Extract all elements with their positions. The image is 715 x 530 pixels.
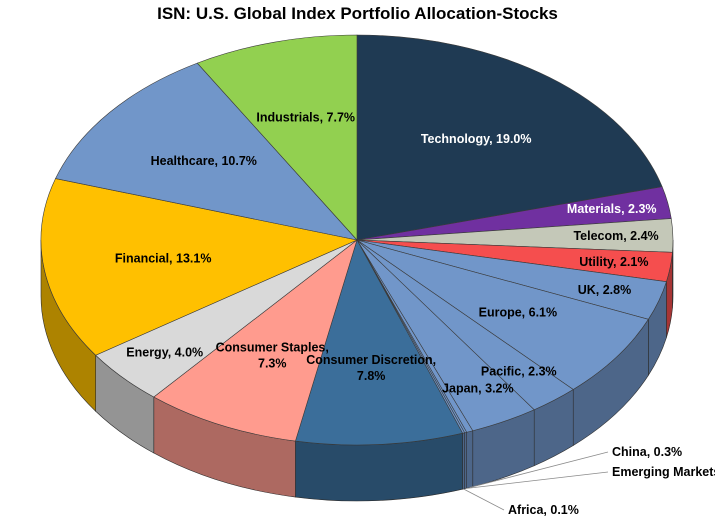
label-technology: Technology, 19.0% [421, 132, 532, 146]
chart-title: ISN: U.S. Global Index Portfolio Allocat… [157, 4, 558, 23]
pie-side-walls [40, 239, 674, 502]
label-uk: UK, 2.8% [578, 283, 632, 297]
slice-healthcare [55, 62, 358, 241]
slice-technology [356, 34, 663, 241]
label-china: China, 0.3% [612, 445, 682, 459]
label-energy: Energy, 4.0% [126, 346, 203, 360]
side-wall-china [466, 430, 474, 489]
leader-line-emerging-markets [465, 471, 609, 489]
label-emerging-markets: Emerging Markets, 0.1% [612, 465, 715, 479]
pie-slices [40, 34, 674, 446]
label-telecom: Telecom, 2.4% [573, 229, 658, 243]
slice-consumer-discretion [295, 239, 464, 446]
label-industrials: Industrials, 7.7% [256, 110, 355, 124]
label-healthcare: Healthcare, 10.7% [151, 154, 257, 168]
label-europe: Europe, 6.1% [479, 306, 558, 320]
leader-line-china [469, 451, 609, 488]
side-wall-africa [462, 432, 465, 490]
slice-industrials [196, 34, 358, 241]
side-wall-emerging-markets [464, 431, 467, 490]
label-japan: Japan, 3.2% [442, 382, 514, 396]
pie-labels: Technology, 19.0% Materials, 2.3% Telecom,… [115, 110, 715, 517]
label-africa: Africa, 0.1% [508, 503, 579, 517]
slice-europe [356, 239, 649, 390]
label-consumer-staples: Consumer Staples, 7.3% [216, 341, 329, 371]
leader-line-africa [463, 488, 505, 511]
label-materials: Materials, 2.3% [567, 202, 657, 216]
label-financial: Financial, 13.1% [115, 252, 212, 266]
slice-consumer-staples [153, 239, 358, 442]
label-consumer-discretion: Consumer Discretion, 7.8% [306, 353, 436, 383]
slice-financial [40, 178, 358, 356]
label-pacific: Pacific, 2.3% [481, 364, 557, 378]
label-utility: Utility, 2.1% [579, 255, 648, 269]
